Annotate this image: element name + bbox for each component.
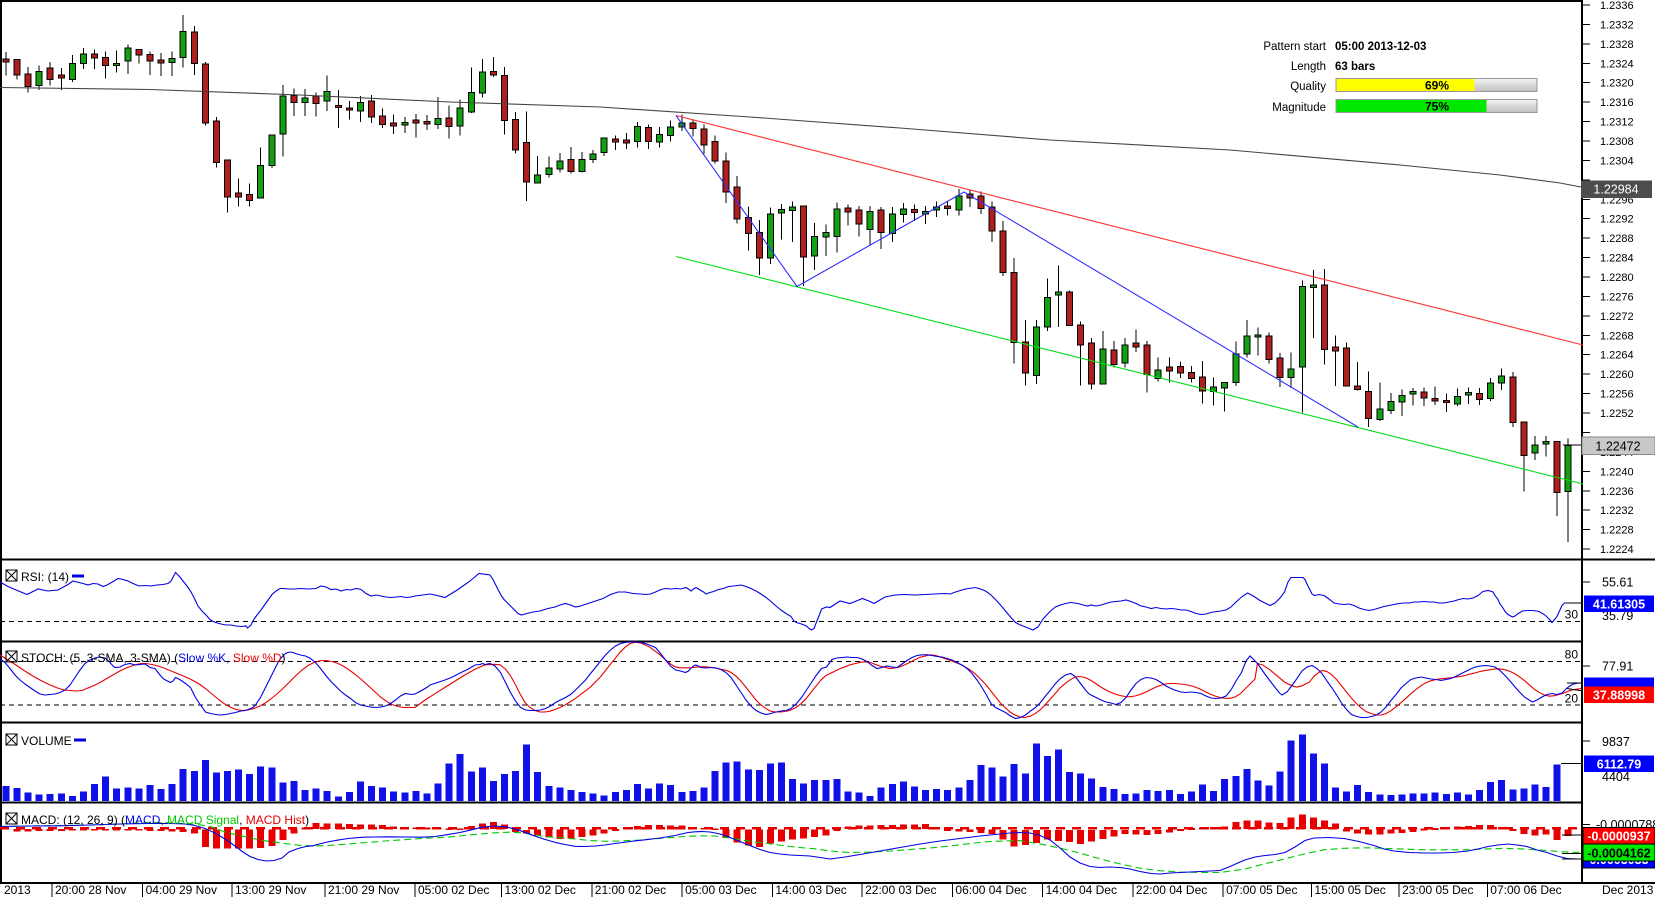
- svg-text:4404: 4404: [1602, 770, 1630, 784]
- svg-text:1.2332: 1.2332: [1600, 19, 1634, 31]
- svg-text:1.2312: 1.2312: [1600, 117, 1634, 129]
- svg-text:1.2328: 1.2328: [1600, 39, 1634, 51]
- svg-text:41.61305: 41.61305: [1593, 598, 1645, 612]
- svg-text:07:00 06 Dec: 07:00 06 Dec: [1490, 883, 1561, 897]
- svg-text:1.2268: 1.2268: [1600, 330, 1634, 342]
- svg-text:07:00 05 Dec: 07:00 05 Dec: [1226, 883, 1297, 897]
- svg-text:35.79: 35.79: [1602, 609, 1633, 623]
- svg-text:1.2240: 1.2240: [1600, 466, 1634, 478]
- svg-text:55.61: 55.61: [1602, 576, 1633, 590]
- svg-text:20:00 28 Nov: 20:00 28 Nov: [55, 883, 126, 897]
- svg-text:1.2280: 1.2280: [1600, 272, 1634, 284]
- svg-text:14:00 04 Dec: 14:00 04 Dec: [1046, 883, 1117, 897]
- svg-text:1.2232: 1.2232: [1600, 505, 1634, 517]
- svg-text:1.2260: 1.2260: [1600, 369, 1634, 381]
- svg-text:2013: 2013: [4, 883, 31, 897]
- svg-text:1.2324: 1.2324: [1600, 58, 1634, 70]
- svg-text:1.2316: 1.2316: [1600, 97, 1634, 109]
- svg-text:30: 30: [1565, 608, 1579, 622]
- svg-text:1.2304: 1.2304: [1600, 155, 1634, 167]
- svg-text:RSI: (14): RSI: (14): [21, 570, 69, 584]
- svg-text:1.2272: 1.2272: [1600, 311, 1634, 323]
- svg-text:05:00 2013-12-03: 05:00 2013-12-03: [1335, 41, 1426, 53]
- svg-text:1.2276: 1.2276: [1600, 291, 1634, 303]
- svg-text:-0.0004162: -0.0004162: [1587, 847, 1650, 861]
- svg-text:1.22472: 1.22472: [1595, 440, 1640, 454]
- svg-text:1.2252: 1.2252: [1600, 408, 1634, 420]
- svg-text:1.2236: 1.2236: [1600, 486, 1634, 498]
- svg-text:1.2228: 1.2228: [1600, 525, 1634, 537]
- svg-text:1.2256: 1.2256: [1600, 389, 1634, 401]
- svg-text:VOLUME: VOLUME: [21, 734, 72, 748]
- svg-text:80: 80: [1565, 648, 1579, 662]
- svg-text:1.2224: 1.2224: [1600, 544, 1634, 556]
- svg-text:9837: 9837: [1602, 735, 1630, 749]
- svg-text:Dec 2013: Dec 2013: [1602, 883, 1654, 897]
- svg-text:37.88998: 37.88998: [1593, 689, 1645, 703]
- svg-text:23:00 05 Dec: 23:00 05 Dec: [1402, 883, 1473, 897]
- svg-text:14:00 03 Dec: 14:00 03 Dec: [775, 883, 846, 897]
- svg-text:6112.79: 6112.79: [1597, 758, 1642, 772]
- svg-text:63 bars: 63 bars: [1335, 61, 1375, 73]
- svg-text:22:00 03 Dec: 22:00 03 Dec: [865, 883, 936, 897]
- svg-text:1.2320: 1.2320: [1600, 78, 1634, 90]
- svg-text:1.2288: 1.2288: [1600, 233, 1634, 245]
- svg-text:1.2308: 1.2308: [1600, 136, 1634, 148]
- svg-text:1.2292: 1.2292: [1600, 214, 1634, 226]
- svg-text:MACD: (12, 26, 9) (MACD, MACD: MACD: (12, 26, 9) (MACD, MACD Signal, MA…: [21, 813, 309, 827]
- svg-text:13:00 02 Dec: 13:00 02 Dec: [505, 883, 576, 897]
- svg-text:05:00 02 Dec: 05:00 02 Dec: [418, 883, 489, 897]
- svg-text:06:00 04 Dec: 06:00 04 Dec: [955, 883, 1026, 897]
- svg-text:Pattern start: Pattern start: [1263, 41, 1326, 53]
- svg-text:1.2264: 1.2264: [1600, 350, 1634, 362]
- svg-text:Quality: Quality: [1290, 81, 1326, 93]
- svg-text:13:00 29 Nov: 13:00 29 Nov: [235, 883, 306, 897]
- svg-text:1.2284: 1.2284: [1600, 253, 1634, 265]
- svg-text:75%: 75%: [1425, 100, 1449, 114]
- svg-text:05:00 03 Dec: 05:00 03 Dec: [685, 883, 756, 897]
- svg-text:15:00 05 Dec: 15:00 05 Dec: [1314, 883, 1385, 897]
- svg-text:1.22984: 1.22984: [1593, 183, 1638, 197]
- svg-text:Length: Length: [1291, 61, 1326, 73]
- svg-text:22:00 04 Dec: 22:00 04 Dec: [1136, 883, 1207, 897]
- svg-text:Magnitude: Magnitude: [1272, 102, 1326, 114]
- svg-text:21:00 02 Dec: 21:00 02 Dec: [595, 883, 666, 897]
- svg-text:04:00 29 Nov: 04:00 29 Nov: [146, 883, 217, 897]
- svg-text:-0.0000937: -0.0000937: [1587, 830, 1650, 844]
- svg-text:STOCH: (5, 3-SMA, 3-SMA) (Slow: STOCH: (5, 3-SMA, 3-SMA) (Slow %K, Slow …: [21, 651, 286, 665]
- svg-text:20: 20: [1565, 692, 1579, 706]
- svg-text:1.2336: 1.2336: [1600, 0, 1634, 12]
- svg-text:69%: 69%: [1425, 79, 1449, 93]
- svg-text:21:00 29 Nov: 21:00 29 Nov: [328, 883, 399, 897]
- svg-text:77.91: 77.91: [1602, 660, 1633, 674]
